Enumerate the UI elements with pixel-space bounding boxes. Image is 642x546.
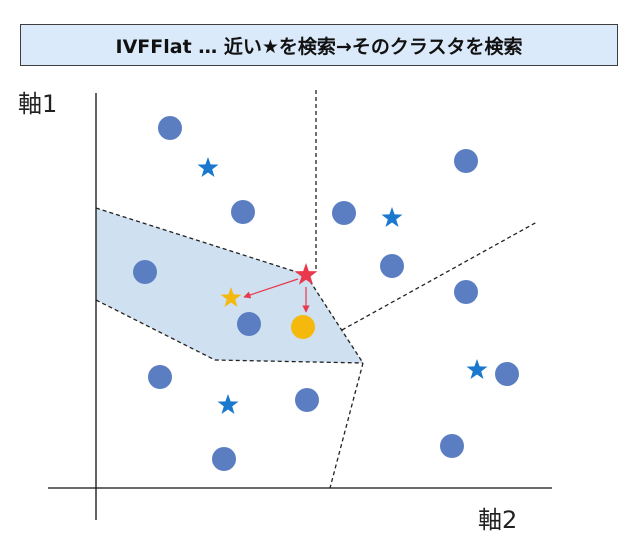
data-point — [231, 200, 255, 224]
data-point — [212, 447, 236, 471]
data-point — [380, 254, 404, 278]
boundary-right-upper — [341, 221, 538, 331]
data-point — [237, 312, 261, 336]
x-axis-label: 軸2 — [478, 506, 518, 534]
nearest-centroid-star — [220, 287, 242, 307]
data-point — [148, 365, 172, 389]
centroid-star — [217, 394, 239, 414]
data-point — [440, 434, 464, 458]
data-point — [158, 116, 182, 140]
query-star — [294, 263, 318, 285]
diagram-title: IVFFlat … 近い★を検索→そのクラスタを検索 — [20, 24, 618, 66]
boundary-bottom — [329, 362, 364, 489]
data-point — [133, 260, 157, 284]
data-point — [495, 362, 519, 386]
data-point — [332, 201, 356, 225]
boundary-top-left — [95, 207, 307, 276]
centroid-star — [466, 359, 488, 379]
arrow-to-nearest-centroid — [243, 278, 299, 299]
boundary-center-diagonal — [305, 274, 364, 364]
data-point — [295, 388, 319, 412]
highlighted-cluster-region — [96, 208, 363, 363]
boundary-left-lower — [95, 299, 364, 364]
data-point — [454, 149, 478, 173]
cluster-boundaries — [95, 90, 538, 489]
data-points — [133, 116, 519, 471]
centroid-star — [197, 157, 219, 177]
centroid-star — [381, 207, 403, 227]
y-axis-label: 軸1 — [18, 90, 58, 118]
data-point — [454, 280, 478, 304]
nearest-data-point — [291, 315, 315, 339]
centroid-stars — [197, 157, 488, 414]
